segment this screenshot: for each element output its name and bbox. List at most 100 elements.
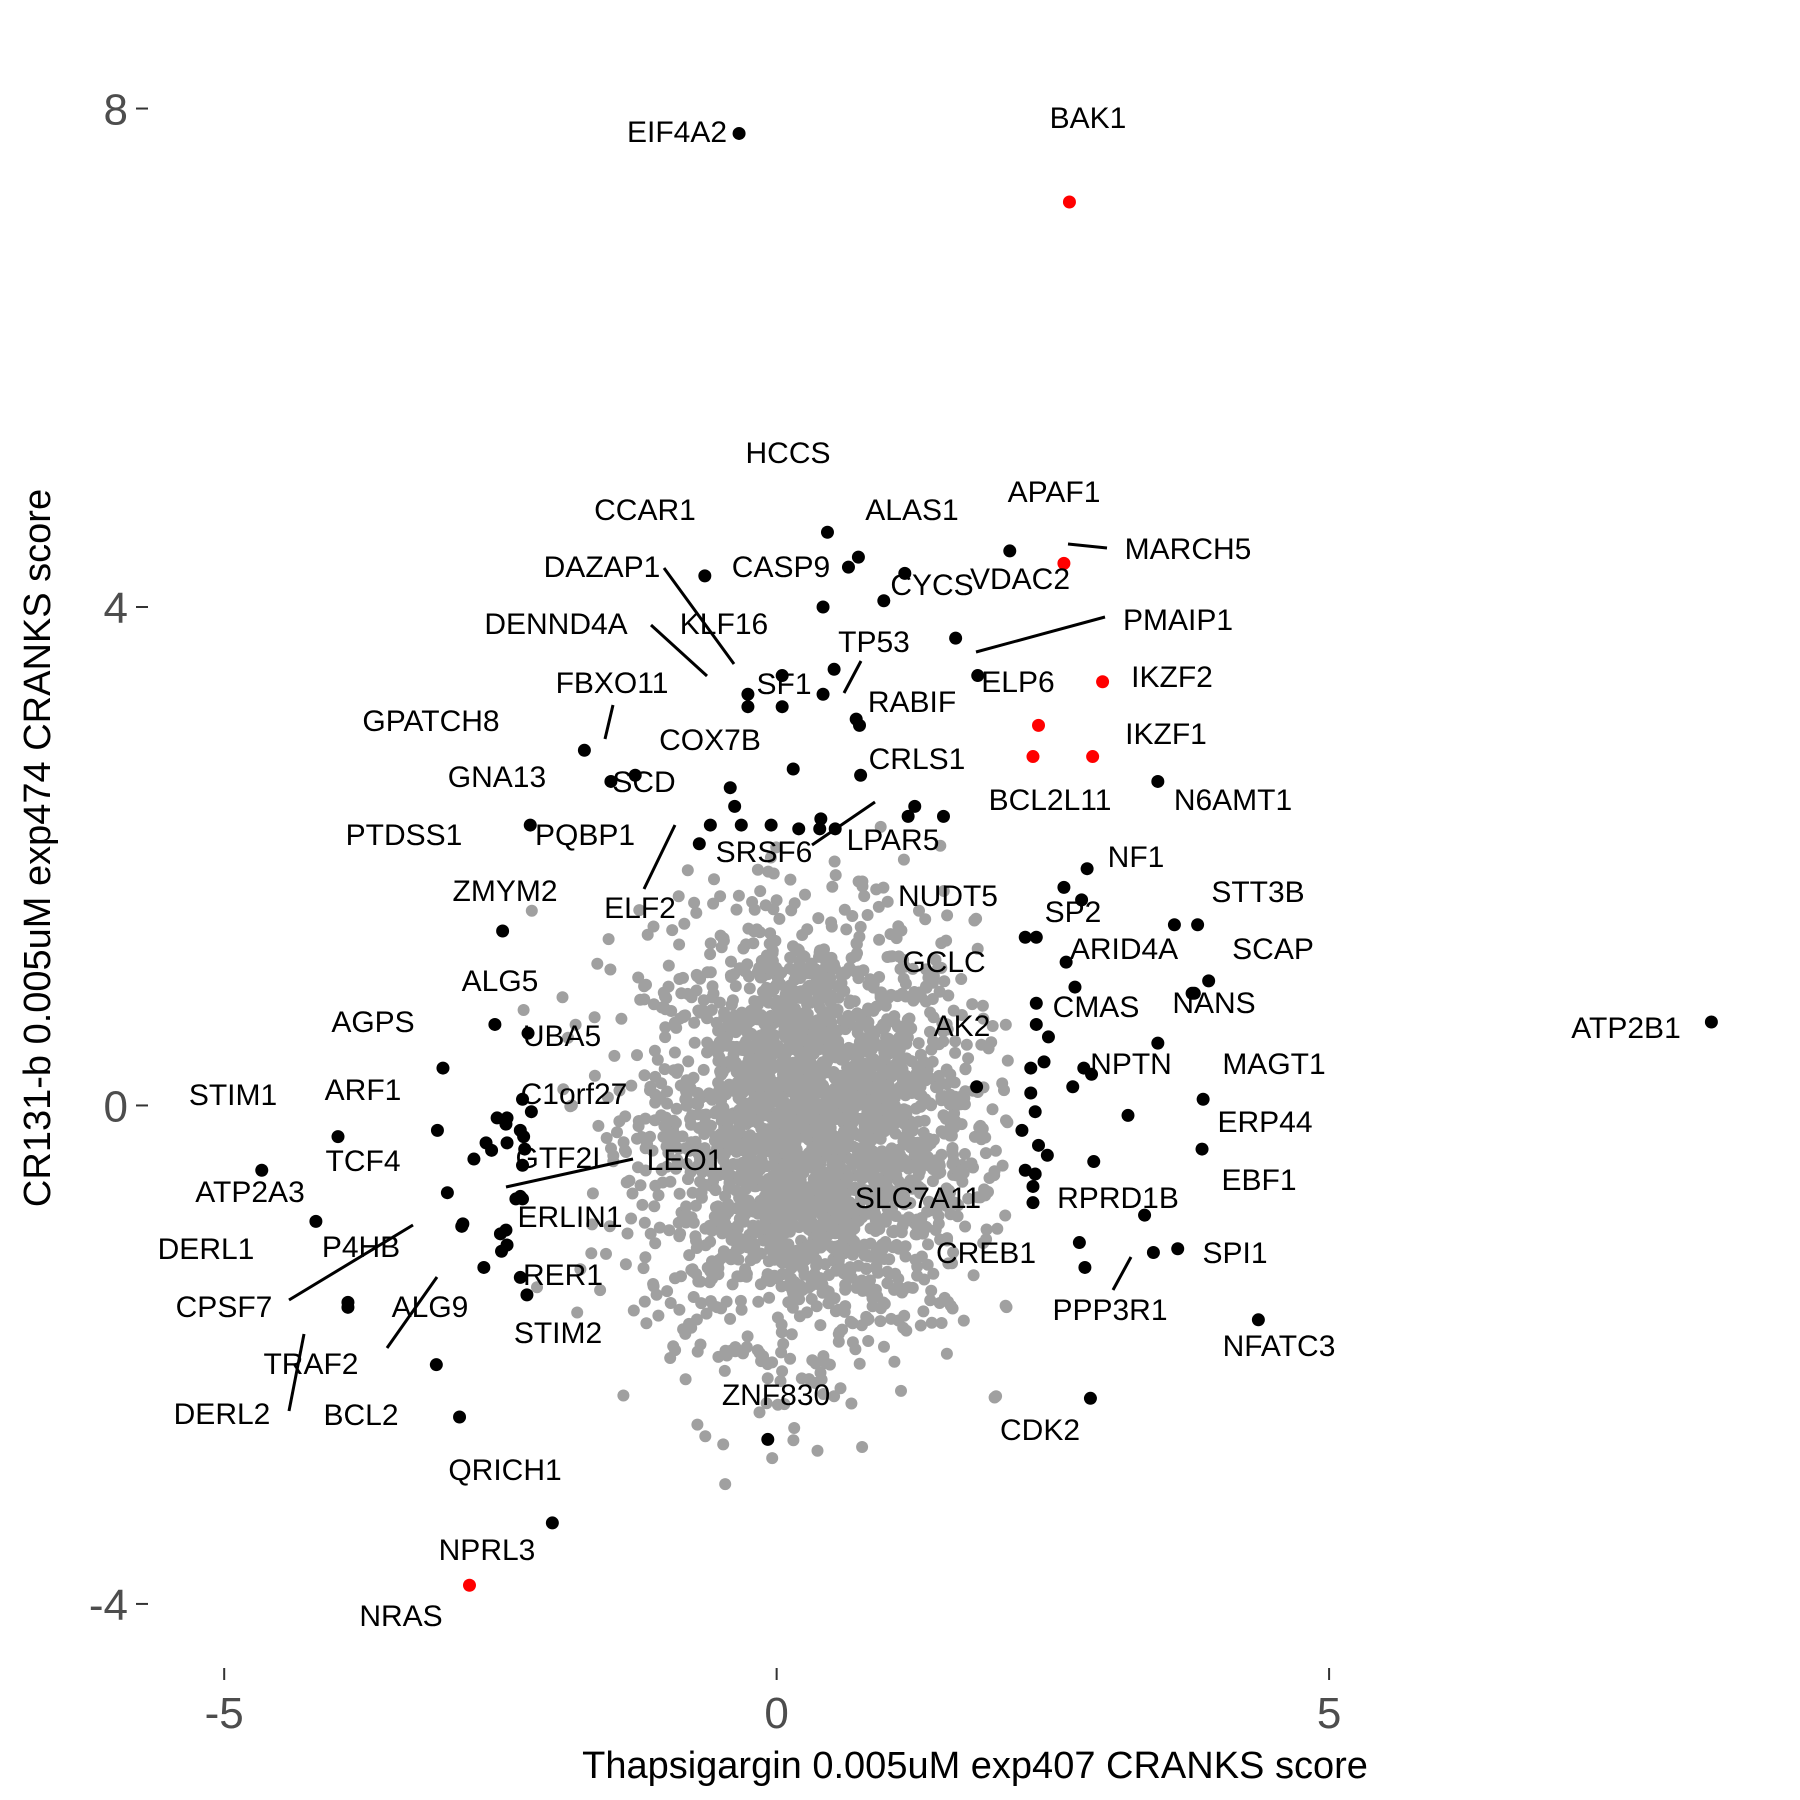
labeled-point	[1202, 974, 1216, 988]
background-point	[825, 916, 838, 929]
background-point	[734, 1242, 747, 1255]
background-point	[881, 895, 894, 908]
background-point	[601, 1091, 614, 1104]
gene-label: DERL2	[174, 1398, 271, 1431]
background-point	[837, 1053, 850, 1066]
labeled-point	[436, 1061, 450, 1075]
highlight-point	[1028, 1105, 1042, 1119]
background-point	[621, 1227, 634, 1240]
background-point	[922, 971, 935, 984]
background-point	[655, 1109, 668, 1122]
background-point	[1001, 1054, 1014, 1067]
background-point	[809, 1112, 822, 1125]
background-point	[932, 1217, 945, 1230]
background-point	[743, 982, 756, 995]
background-point	[709, 1184, 722, 1197]
labeled-point	[827, 662, 841, 676]
background-point	[761, 1358, 774, 1371]
labeled-point	[341, 1300, 355, 1314]
gene-label: RABIF	[868, 686, 956, 719]
background-point	[937, 1035, 950, 1048]
background-point	[668, 1016, 681, 1029]
background-point	[731, 1158, 744, 1171]
background-point	[858, 890, 871, 903]
labeled-point	[477, 1260, 491, 1274]
background-point	[754, 885, 767, 898]
background-point	[847, 1060, 860, 1073]
gene-label: ATP2A3	[195, 1176, 305, 1209]
background-point	[786, 1198, 799, 1211]
background-point	[615, 1012, 628, 1025]
background-point	[872, 900, 885, 913]
background-point	[834, 981, 847, 994]
background-point	[704, 948, 717, 961]
background-point	[795, 961, 808, 973]
background-point	[1001, 1116, 1014, 1129]
background-point	[792, 1019, 805, 1032]
background-point	[766, 955, 779, 967]
highlight-point	[816, 600, 830, 614]
gene-label: CPSF7	[176, 1291, 273, 1324]
background-point	[729, 980, 742, 993]
leader-line	[975, 615, 1106, 654]
background-point	[968, 914, 981, 927]
background-point	[873, 933, 886, 946]
background-point	[924, 1006, 937, 1019]
background-point	[789, 1060, 802, 1073]
background-point	[557, 1083, 570, 1096]
background-point	[899, 1250, 912, 1263]
labeled-point	[786, 762, 800, 776]
background-point	[879, 1021, 891, 1034]
background-point	[586, 1187, 599, 1200]
background-point	[784, 1159, 797, 1172]
background-point	[924, 1294, 937, 1307]
background-point	[768, 1061, 781, 1073]
background-point	[672, 1063, 685, 1076]
background-point	[694, 1175, 707, 1188]
highlight-point	[1032, 1138, 1046, 1152]
background-point	[783, 1005, 796, 1018]
background-point	[919, 913, 932, 926]
background-point	[789, 1093, 802, 1105]
background-point	[673, 1187, 686, 1200]
background-point	[600, 1132, 613, 1144]
background-point	[816, 1210, 829, 1223]
background-point	[689, 1135, 702, 1148]
background-point	[744, 1138, 757, 1151]
background-point	[571, 1306, 584, 1319]
background-point	[742, 1158, 755, 1171]
background-point	[649, 1096, 662, 1109]
labeled-point	[1196, 1092, 1210, 1106]
background-point	[902, 1281, 915, 1294]
background-point	[679, 1142, 692, 1155]
background-point	[862, 1282, 875, 1295]
background-point	[693, 1122, 705, 1134]
leader-line	[649, 623, 709, 678]
gene-label: ALG5	[462, 965, 539, 998]
background-point	[967, 1161, 979, 1174]
background-point	[701, 1046, 714, 1059]
background-point	[754, 971, 767, 984]
background-point	[688, 896, 701, 909]
background-point	[853, 930, 866, 943]
background-point	[845, 1397, 858, 1410]
highlight-point	[970, 1080, 984, 1094]
background-point	[715, 1068, 728, 1081]
background-point	[912, 1037, 925, 1050]
background-point	[706, 1255, 718, 1268]
background-point	[717, 1438, 730, 1451]
background-point	[864, 973, 877, 986]
background-point	[888, 1092, 901, 1104]
background-point	[778, 1205, 791, 1217]
background-point	[631, 1132, 643, 1145]
background-point	[751, 863, 764, 876]
background-point	[851, 947, 863, 960]
background-point	[907, 1175, 920, 1188]
background-point	[632, 1161, 644, 1174]
background-point	[854, 920, 867, 933]
gene-label: NANS	[1172, 987, 1255, 1020]
gene-label: NPTN	[1090, 1048, 1172, 1081]
background-point	[683, 1317, 695, 1330]
background-point	[670, 1102, 683, 1115]
background-point	[816, 1286, 829, 1299]
